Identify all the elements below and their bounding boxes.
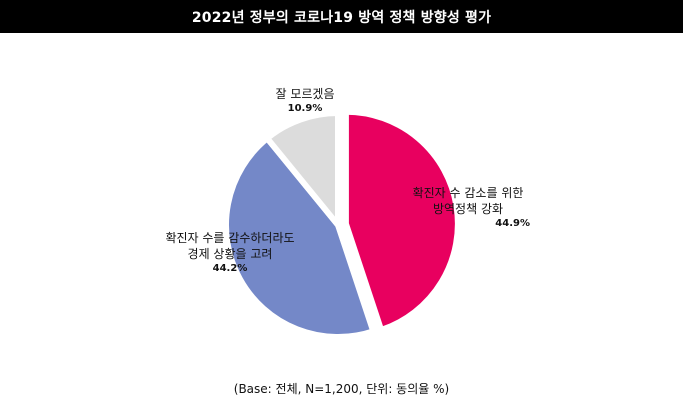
slice-label-strengthen: 확진자 수 감소를 위한 방역정책 강화 44.9% — [398, 185, 538, 230]
slice-value-strengthen: 44.9% — [495, 218, 530, 229]
slice-label-economy: 확진자 수를 감수하더라도 경제 상황을 고려 44.2% — [150, 230, 310, 275]
slice-label-economy-line2: 경제 상황을 고려 — [187, 247, 273, 261]
chart-footnote: (Base: 전체, N=1,200, 단위: 동의율 %) — [233, 382, 450, 396]
slice-value-unknown: 10.9% — [287, 103, 323, 114]
title-bar: 2022년 정부의 코로나19 방역 정책 방향성 평가 — [0, 0, 683, 33]
slice-strengthen — [342, 108, 461, 334]
pie-chart — [223, 108, 461, 340]
slice-economy — [223, 134, 378, 340]
chart-title: 2022년 정부의 코로나19 방역 정책 방향성 평가 — [191, 9, 492, 26]
slice-label-unknown-line1: 잘 모르겠음 — [275, 87, 335, 101]
slice-label-unknown: 잘 모르겠음 10.9% — [250, 86, 360, 115]
slice-label-strengthen-line2: 방역정책 강화 — [432, 202, 504, 216]
slice-value-economy: 44.2% — [212, 263, 248, 274]
slice-label-economy-line1: 확진자 수를 감수하더라도 — [165, 231, 295, 245]
slice-unknown — [262, 109, 341, 234]
slice-label-strengthen-line1: 확진자 수 감소를 위한 — [412, 186, 524, 200]
